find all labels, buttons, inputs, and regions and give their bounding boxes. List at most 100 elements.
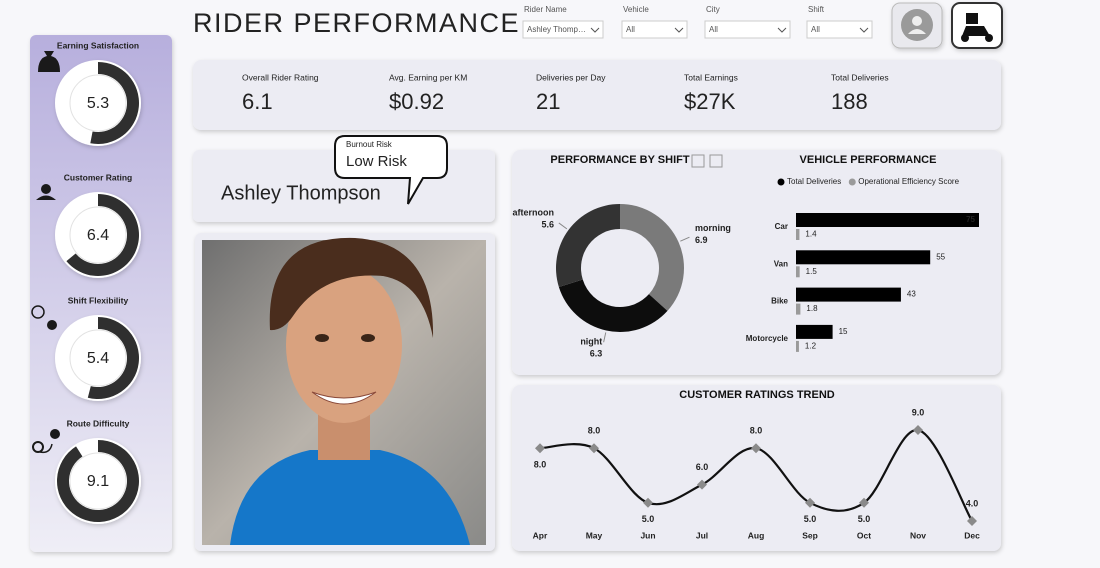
dropdown-chevron [777, 27, 787, 33]
delivery-button[interactable] [951, 2, 1003, 49]
dropdown-chevron [859, 27, 869, 33]
button-bg[interactable] [951, 2, 1003, 49]
gauge-center [69, 206, 127, 264]
filter-value: All [811, 25, 820, 34]
bar [796, 303, 801, 315]
filter-dropdown[interactable] [806, 20, 873, 39]
trend-value-label: 5.0 [804, 514, 817, 524]
donut-category: morning [695, 223, 731, 233]
donut-slice [558, 279, 668, 333]
filter-label: Rider Name [524, 5, 567, 14]
kpi-value: $0.92 [389, 89, 444, 114]
filter-icon[interactable] [691, 154, 705, 168]
route-icon [39, 443, 53, 454]
kpi-panel [193, 60, 1001, 130]
money-icon [38, 51, 60, 72]
legend-swatch [848, 178, 856, 186]
photo-shirt [230, 450, 470, 545]
x-tick-label: Nov [910, 530, 926, 540]
x-tick-label: Jul [696, 530, 708, 540]
x-tick-label: Sep [802, 530, 818, 540]
rider-name: Ashley Thompson [221, 182, 381, 204]
donut-category: afternoon [512, 208, 554, 218]
gauge-value: 6.4 [87, 227, 109, 244]
route-icon [32, 441, 44, 453]
trend-marker [859, 497, 869, 508]
kpi-label: Total Earnings [684, 72, 738, 82]
icon [961, 34, 969, 42]
kpi-label: Deliveries per Day [536, 72, 606, 82]
y-tick-label: Bike [771, 297, 788, 306]
gauge-title: Shift Flexibility [68, 295, 129, 305]
trend-value-label: 6.0 [696, 462, 709, 472]
bar [796, 229, 800, 240]
trend-value-label: 8.0 [534, 460, 547, 470]
trend-marker [751, 443, 761, 454]
x-tick-label: Dec [964, 530, 980, 540]
x-tick-label: May [586, 530, 603, 540]
gauge-value: 5.3 [87, 95, 109, 112]
burnout-value: Low Risk [346, 153, 407, 170]
trend-value-label: 4.0 [966, 498, 979, 508]
chart-title: VEHICLE PERFORMANCE [800, 154, 937, 166]
chart-title: PERFORMANCE BY SHIFT [550, 154, 689, 166]
filter-dropdown[interactable] [704, 20, 791, 39]
kpi-value: $27K [684, 89, 736, 114]
gauge-title: Route Difficulty [67, 418, 130, 428]
gauge-arc [90, 62, 140, 145]
bar-value-label: 75 [966, 215, 975, 224]
leader-line [558, 222, 568, 230]
gauge-value: 9.1 [87, 473, 109, 490]
donut-slice [620, 204, 685, 311]
gauge-center [69, 329, 127, 387]
leader-line [680, 236, 690, 242]
shift-icon [47, 320, 57, 330]
photo-face [286, 267, 402, 423]
trend-value-label: 5.0 [642, 514, 655, 524]
filter-value: Ashley Thomp… [527, 25, 586, 34]
kpi-value: 188 [831, 89, 868, 114]
bar-value-label: 1.2 [805, 342, 817, 351]
bar-value-label: 43 [907, 290, 916, 299]
x-tick-label: Apr [533, 530, 548, 540]
focus-icon[interactable] [709, 154, 723, 168]
filter-dropdown[interactable] [621, 20, 688, 39]
kpi-value: 6.1 [242, 89, 273, 114]
photo-smile [311, 391, 377, 405]
gauge-arc [87, 317, 140, 399]
donut-value: 5.6 [541, 220, 554, 230]
sidebar-icons [31, 51, 60, 454]
leader-line [603, 332, 607, 343]
icon [912, 16, 922, 26]
route-icon [50, 429, 60, 439]
bar [796, 340, 799, 352]
sidebar [30, 35, 172, 552]
bar-value-label: 1.8 [806, 304, 818, 313]
trend-marker [805, 497, 815, 508]
kpi-label: Total Deliveries [831, 72, 889, 82]
kpi-label: Avg. Earning per KM [389, 72, 467, 82]
rating-icon [41, 184, 51, 194]
y-tick-label: Van [774, 259, 788, 268]
visual-header-icons[interactable] [691, 154, 723, 168]
icon [966, 13, 978, 24]
x-tick-label: Jun [640, 530, 655, 540]
x-tick-label: Aug [748, 530, 765, 540]
people-button[interactable] [891, 2, 943, 49]
trend-value-label: 9.0 [912, 407, 925, 417]
trend-marker [643, 497, 653, 508]
filter-dropdown[interactable] [522, 20, 604, 39]
y-tick-label: Car [775, 222, 788, 231]
kpi-label: Overall Rider Rating [242, 72, 319, 82]
gauge-title: Customer Rating [64, 172, 132, 182]
trend-value-label: 8.0 [588, 426, 601, 436]
dropdown-chevron [674, 27, 684, 33]
bar-value-label: 1.5 [806, 267, 818, 276]
filter-value: All [709, 25, 718, 34]
bar [796, 287, 901, 302]
kpi-value: 21 [536, 89, 560, 114]
y-tick-label: Motorcycle [746, 334, 789, 343]
rating-icon [36, 195, 56, 200]
chart-title: CUSTOMER RATINGS TREND [679, 389, 834, 401]
